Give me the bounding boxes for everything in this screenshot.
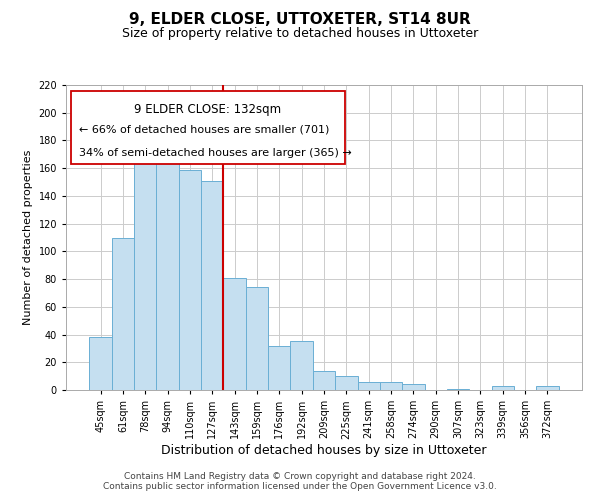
Bar: [179, 170, 201, 390]
Bar: [157, 157, 179, 390]
Bar: [358, 382, 380, 390]
X-axis label: Distribution of detached houses by size in Uttoxeter: Distribution of detached houses by size …: [161, 444, 487, 457]
Bar: [380, 382, 402, 390]
Bar: [223, 278, 246, 390]
Text: 9, ELDER CLOSE, UTTOXETER, ST14 8UR: 9, ELDER CLOSE, UTTOXETER, ST14 8UR: [129, 12, 471, 28]
Bar: [246, 288, 268, 390]
Bar: [89, 338, 112, 390]
Text: ← 66% of detached houses are smaller (701): ← 66% of detached houses are smaller (70…: [79, 124, 329, 134]
Bar: [134, 140, 157, 390]
Bar: [201, 180, 223, 390]
Bar: [335, 376, 358, 390]
Text: 34% of semi-detached houses are larger (365) →: 34% of semi-detached houses are larger (…: [79, 148, 352, 158]
Bar: [268, 346, 290, 390]
Bar: [536, 386, 559, 390]
Text: Size of property relative to detached houses in Uttoxeter: Size of property relative to detached ho…: [122, 28, 478, 40]
Text: Contains HM Land Registry data © Crown copyright and database right 2024.: Contains HM Land Registry data © Crown c…: [124, 472, 476, 481]
Bar: [313, 370, 335, 390]
Bar: [112, 238, 134, 390]
Bar: [402, 384, 425, 390]
FancyBboxPatch shape: [71, 91, 344, 164]
Bar: [491, 386, 514, 390]
Bar: [447, 388, 469, 390]
Y-axis label: Number of detached properties: Number of detached properties: [23, 150, 33, 325]
Text: 9 ELDER CLOSE: 132sqm: 9 ELDER CLOSE: 132sqm: [134, 104, 281, 117]
Bar: [290, 342, 313, 390]
Text: Contains public sector information licensed under the Open Government Licence v3: Contains public sector information licen…: [103, 482, 497, 491]
